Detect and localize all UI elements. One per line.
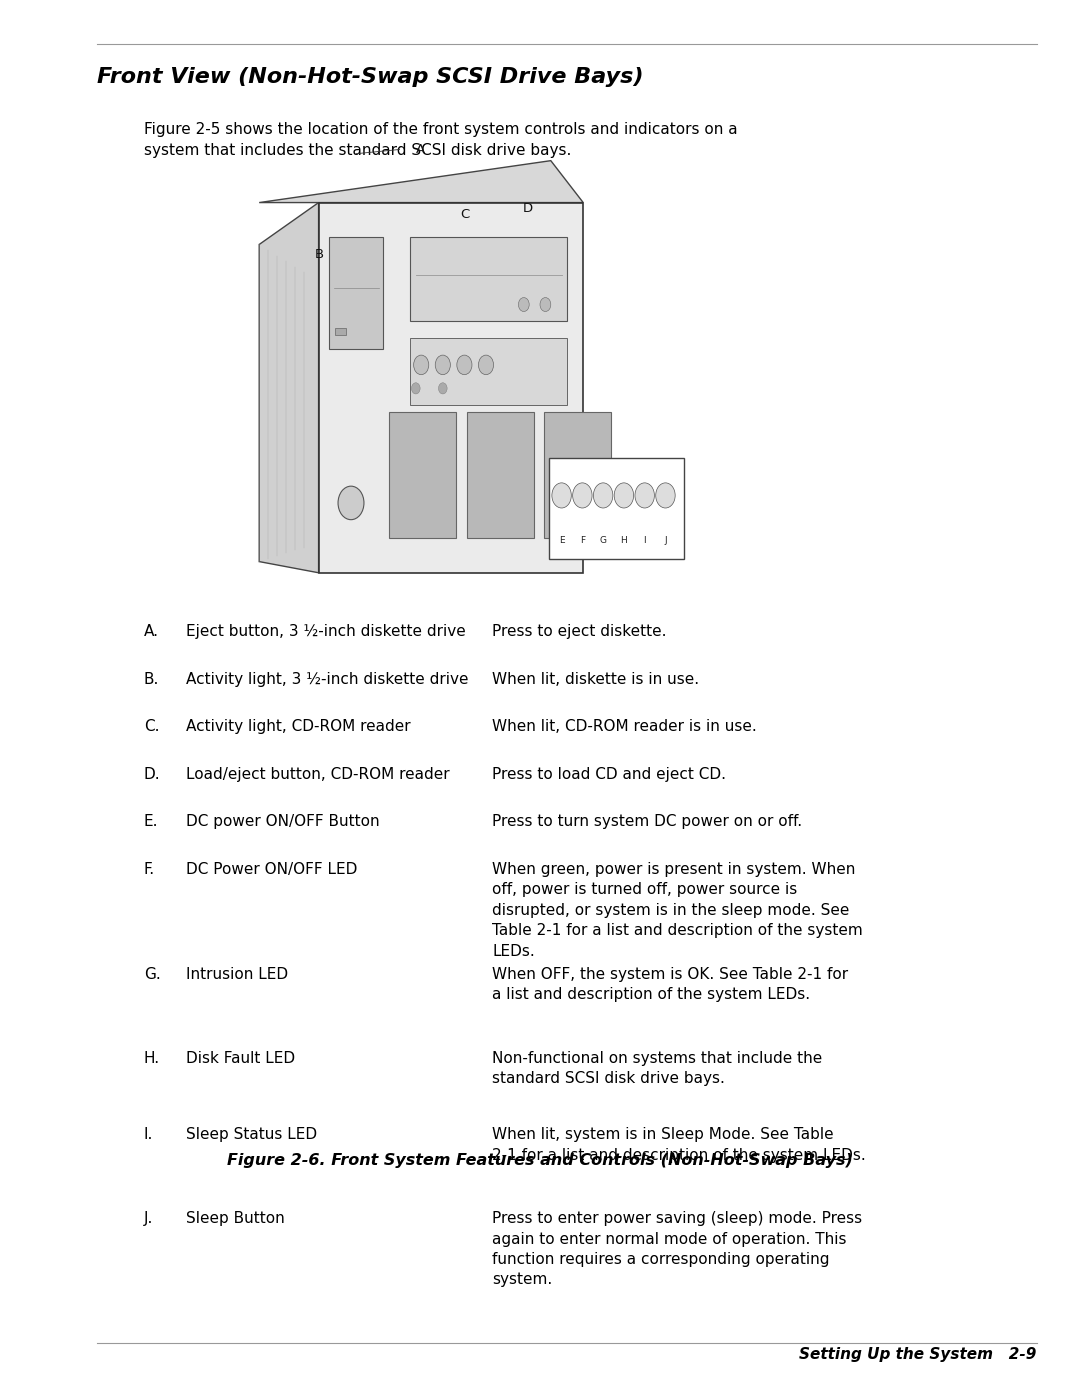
- Text: F: F: [580, 536, 585, 545]
- Circle shape: [435, 355, 450, 374]
- Text: J: J: [664, 536, 666, 545]
- Text: G.: G.: [144, 967, 161, 982]
- Text: Non-functional on systems that include the
standard SCSI disk drive bays.: Non-functional on systems that include t…: [492, 1051, 823, 1085]
- Text: E.: E.: [144, 814, 158, 830]
- Text: A: A: [416, 142, 424, 156]
- FancyBboxPatch shape: [410, 237, 567, 321]
- Text: C.: C.: [144, 719, 159, 735]
- Text: DC Power ON/OFF LED: DC Power ON/OFF LED: [186, 862, 357, 877]
- Text: E: E: [558, 536, 565, 545]
- Text: F.: F.: [144, 862, 154, 877]
- Text: When green, power is present in system. When
off, power is turned off, power sou: When green, power is present in system. …: [492, 862, 863, 958]
- FancyBboxPatch shape: [467, 412, 534, 538]
- FancyBboxPatch shape: [389, 412, 456, 538]
- Text: When lit, system is in Sleep Mode. See Table
2-1 for a list and description of t: When lit, system is in Sleep Mode. See T…: [492, 1127, 866, 1162]
- Circle shape: [518, 298, 529, 312]
- Circle shape: [457, 355, 472, 374]
- Polygon shape: [259, 161, 583, 203]
- Circle shape: [615, 483, 634, 509]
- Text: C: C: [460, 208, 470, 221]
- Text: Disk Fault LED: Disk Fault LED: [186, 1051, 295, 1066]
- Text: Intrusion LED: Intrusion LED: [186, 967, 288, 982]
- Circle shape: [572, 483, 592, 509]
- Text: Front View (Non-Hot-Swap SCSI Drive Bays): Front View (Non-Hot-Swap SCSI Drive Bays…: [97, 67, 644, 87]
- Text: B: B: [315, 247, 324, 261]
- Text: Load/eject button, CD-ROM reader: Load/eject button, CD-ROM reader: [186, 767, 449, 782]
- Text: G: G: [599, 536, 607, 545]
- Text: Sleep Button: Sleep Button: [186, 1211, 284, 1227]
- Circle shape: [411, 383, 420, 394]
- Circle shape: [540, 298, 551, 312]
- Text: Sleep Status LED: Sleep Status LED: [186, 1127, 316, 1143]
- Circle shape: [552, 483, 571, 509]
- FancyBboxPatch shape: [329, 237, 383, 349]
- Text: Press to enter power saving (sleep) mode. Press
again to enter normal mode of op: Press to enter power saving (sleep) mode…: [492, 1211, 863, 1288]
- Circle shape: [593, 483, 612, 509]
- Text: D.: D.: [144, 767, 160, 782]
- Polygon shape: [259, 203, 319, 573]
- Text: I.: I.: [144, 1127, 153, 1143]
- Text: When OFF, the system is OK. See Table 2-1 for
a list and description of the syst: When OFF, the system is OK. See Table 2-…: [492, 967, 849, 1002]
- FancyBboxPatch shape: [544, 412, 611, 538]
- Text: Eject button, 3 ½-inch diskette drive: Eject button, 3 ½-inch diskette drive: [186, 624, 465, 640]
- Text: B.: B.: [144, 672, 159, 687]
- FancyBboxPatch shape: [549, 458, 684, 559]
- Text: I: I: [644, 536, 646, 545]
- Text: DC power ON/OFF Button: DC power ON/OFF Button: [186, 814, 379, 830]
- Text: Setting Up the System   2-9: Setting Up the System 2-9: [799, 1347, 1037, 1362]
- Text: H.: H.: [144, 1051, 160, 1066]
- Text: Figure 2-6. Front System Features and Controls (Non-Hot-Swap Bays): Figure 2-6. Front System Features and Co…: [227, 1153, 853, 1168]
- Circle shape: [338, 486, 364, 520]
- Text: J.: J.: [144, 1211, 153, 1227]
- Text: Figure 2-5 shows the location of the front system controls and indicators on a
s: Figure 2-5 shows the location of the fro…: [144, 122, 738, 158]
- Text: Press to turn system DC power on or off.: Press to turn system DC power on or off.: [492, 814, 802, 830]
- Text: D: D: [523, 203, 532, 215]
- FancyBboxPatch shape: [335, 328, 346, 335]
- Text: When lit, diskette is in use.: When lit, diskette is in use.: [492, 672, 700, 687]
- FancyBboxPatch shape: [410, 338, 567, 405]
- Text: Press to load CD and eject CD.: Press to load CD and eject CD.: [492, 767, 727, 782]
- FancyBboxPatch shape: [319, 203, 583, 573]
- Circle shape: [414, 355, 429, 374]
- Text: Activity light, 3 ½-inch diskette drive: Activity light, 3 ½-inch diskette drive: [186, 672, 469, 687]
- Text: H: H: [621, 536, 627, 545]
- Text: When lit, CD-ROM reader is in use.: When lit, CD-ROM reader is in use.: [492, 719, 757, 735]
- Text: Activity light, CD-ROM reader: Activity light, CD-ROM reader: [186, 719, 410, 735]
- Text: A.: A.: [144, 624, 159, 640]
- Circle shape: [635, 483, 654, 509]
- Circle shape: [656, 483, 675, 509]
- Circle shape: [438, 383, 447, 394]
- Circle shape: [478, 355, 494, 374]
- Text: Press to eject diskette.: Press to eject diskette.: [492, 624, 667, 640]
